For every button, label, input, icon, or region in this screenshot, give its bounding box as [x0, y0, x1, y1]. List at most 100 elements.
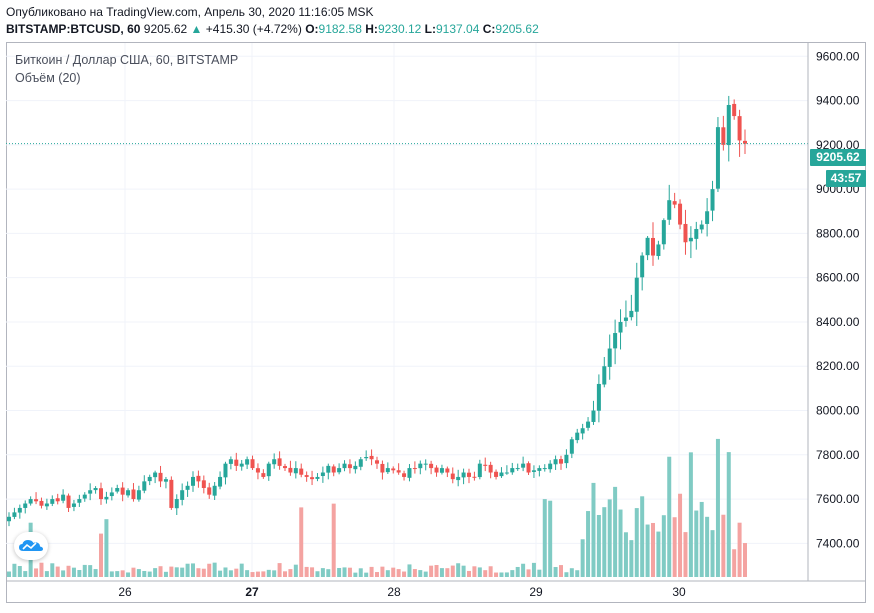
candle-body [737, 116, 742, 141]
close-value: 9205.62 [495, 22, 539, 36]
candle-body [640, 255, 645, 278]
candle-body [553, 459, 558, 465]
volume-bar [737, 522, 742, 577]
y-tick-label: 8800.00 [816, 226, 860, 240]
candle-body [651, 237, 655, 256]
candle-body [39, 500, 44, 506]
candle-body [147, 476, 152, 482]
volume-bar [423, 571, 428, 577]
candle-body [55, 498, 60, 502]
volume-bar [699, 501, 704, 577]
volume-bar [688, 452, 693, 577]
volume-bar [531, 562, 536, 577]
candle-body [50, 499, 55, 504]
candle-body [391, 468, 396, 471]
volume-bar [548, 500, 553, 577]
volume-bar [299, 507, 304, 577]
candle-body [331, 466, 336, 473]
volume-bar [461, 565, 466, 577]
volume-bar [477, 567, 482, 577]
volume-bar [337, 567, 342, 577]
candle-body [61, 494, 66, 501]
tradingview-cloud-icon[interactable] [14, 532, 48, 560]
candle-body [115, 488, 120, 492]
candle-body [207, 487, 212, 495]
candle-body [44, 503, 49, 507]
chart-frame[interactable] [6, 42, 866, 603]
candle-body [429, 463, 434, 469]
volume-bar [580, 539, 585, 577]
volume-bar [180, 567, 185, 577]
candle-body [250, 459, 255, 469]
candle-body [726, 104, 731, 146]
low-value: 9137.04 [436, 22, 480, 36]
candle-body [326, 465, 331, 473]
candle-body [526, 463, 531, 473]
x-tick-label: 28 [387, 585, 401, 599]
x-tick-label: 26 [118, 585, 132, 599]
volume-bar [613, 486, 618, 577]
volume-bar [310, 567, 315, 577]
candle-body [613, 333, 618, 349]
volume-bar [575, 570, 580, 577]
volume-bar [515, 566, 520, 577]
volume-bar [591, 482, 596, 577]
candle-body [418, 463, 423, 469]
y-tick-label: 7400.00 [816, 536, 860, 550]
candle-body [109, 492, 114, 497]
volume-bar [255, 571, 260, 577]
volume-bar [142, 571, 147, 577]
candle-body [255, 468, 260, 473]
volume-bar [412, 569, 417, 577]
candle-body [212, 485, 217, 496]
candle-body [688, 237, 693, 242]
volume-bar [93, 569, 98, 577]
candle-body [629, 310, 634, 318]
candle-body [385, 468, 390, 473]
last-price-text: 9205.62 [143, 22, 188, 36]
volume-bar [34, 568, 39, 577]
candle-body [77, 499, 82, 503]
volume-bar [450, 565, 455, 577]
candle-body [82, 494, 87, 499]
volume-bar [553, 567, 558, 577]
volume-bar [602, 507, 607, 577]
candle-body [310, 477, 315, 480]
candle-body [23, 503, 28, 508]
candle-body [364, 457, 369, 459]
candle-body [477, 463, 482, 478]
candle-body [521, 463, 526, 468]
candle-body [472, 476, 477, 478]
candle-body [743, 140, 747, 144]
open-value: 9182.58 [318, 22, 362, 36]
volume-bar [169, 566, 174, 577]
volume-bar [607, 499, 612, 577]
volume-bar [61, 570, 66, 577]
volume-bar [715, 438, 720, 577]
volume-bar [353, 572, 358, 577]
open-label: O: [305, 22, 319, 36]
volume-bar [651, 522, 655, 577]
candle-body [699, 224, 704, 230]
candle-body [201, 480, 206, 489]
candle-body [304, 475, 309, 477]
candle-body [467, 472, 471, 477]
candle-body [299, 468, 304, 475]
symbol-line: BITSTAMP:BTCUSD, 60 9205.62 ▲ +415.30 (+… [6, 22, 539, 36]
candle-body [656, 244, 661, 257]
volume-bar [331, 503, 336, 577]
candle-body [667, 200, 672, 220]
volume-bar [342, 567, 347, 577]
candle-body [218, 476, 223, 487]
volume-bar [126, 572, 131, 577]
high-label: H: [365, 22, 378, 36]
candle-body [445, 468, 450, 473]
high-value: 9230.12 [377, 22, 422, 36]
candle-body [483, 464, 488, 466]
volume-bar [55, 566, 60, 577]
candle-body [396, 470, 401, 473]
candle-body [223, 463, 228, 478]
candle-body [575, 432, 580, 441]
volume-bar [721, 514, 726, 577]
